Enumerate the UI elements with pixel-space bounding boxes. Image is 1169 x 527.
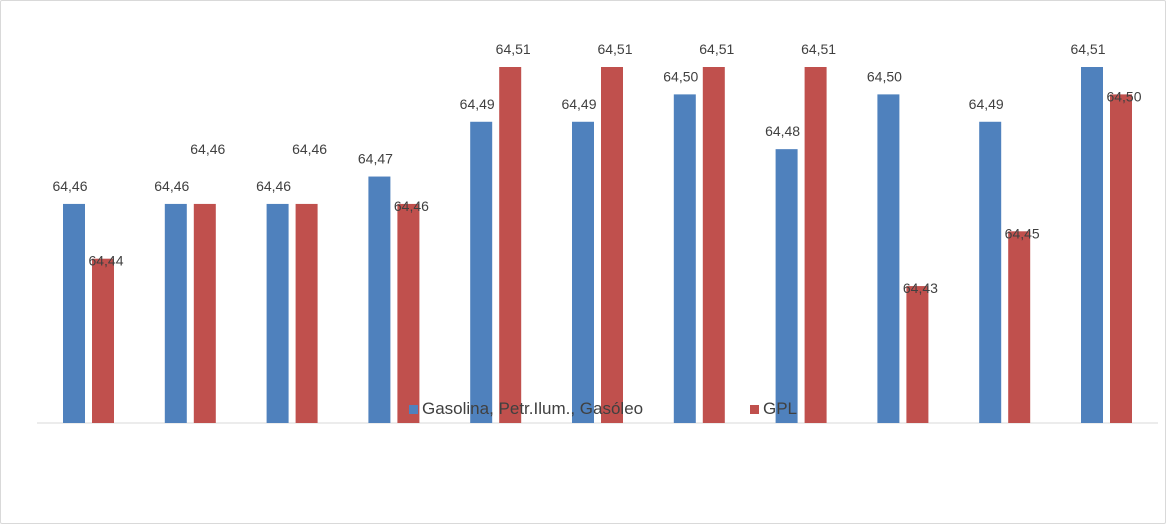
data-label-gpl: 64,45 (1005, 225, 1040, 241)
data-label-gasolina: 64,46 (256, 178, 291, 194)
data-label-gpl: 64,51 (801, 41, 836, 57)
data-label-gasolina: 64,49 (561, 96, 596, 112)
bar-gasolina (63, 203, 85, 423)
bar-gasolina (775, 149, 798, 423)
data-label-gasolina: 64,50 (663, 68, 698, 84)
data-label-gasolina: 64,51 (1070, 41, 1105, 57)
bar-gpl (702, 67, 725, 423)
data-label-gasolina: 64,50 (867, 68, 902, 84)
data-label-gpl: 64,51 (597, 41, 632, 57)
legend: Gasolina, Petr.Ilum., Gasóleo GPL (409, 399, 797, 418)
data-label-gasolina: 64,47 (358, 151, 393, 167)
legend-swatch-gpl (750, 405, 759, 414)
data-label-gpl: 64,43 (903, 280, 938, 296)
bar-gpl (295, 203, 318, 423)
bar-gasolina (877, 94, 900, 423)
bar-gpl (906, 286, 929, 423)
bar-gasolina (1081, 67, 1103, 423)
data-label-gasolina: 64,46 (52, 178, 87, 194)
bars-layer (63, 67, 1132, 424)
bar-gpl (804, 67, 827, 423)
bar-gpl (1008, 231, 1031, 423)
data-labels-layer: 64,46 64,44 64,46 64,46 64,46 64,46 64,47 64,46… (52, 41, 1141, 296)
data-label-gasolina: 64,48 (765, 123, 800, 139)
bar-gasolina (979, 121, 1002, 424)
bar-gpl (193, 203, 216, 423)
data-label-gasolina: 64,46 (154, 178, 189, 194)
data-label-gasolina: 64,49 (460, 96, 495, 112)
data-label-gasolina: 64,49 (969, 96, 1004, 112)
data-label-gpl: 64,51 (496, 41, 531, 57)
data-label-gpl: 64,44 (88, 253, 123, 269)
data-label-gpl: 64,46 (292, 141, 327, 157)
bar-gpl (1110, 94, 1132, 423)
legend-swatch-gasolina (409, 405, 418, 414)
bar-gasolina (572, 121, 594, 424)
bar-gpl (499, 67, 522, 423)
bar-gpl (397, 203, 420, 423)
bar-gasolina (470, 121, 493, 424)
bar-gasolina (368, 176, 391, 423)
bar-gasolina (673, 94, 696, 423)
legend-label-gasolina: Gasolina, Petr.Ilum., Gasóleo (422, 399, 643, 418)
data-label-gpl: 64,50 (1106, 88, 1141, 104)
bar-gpl (92, 258, 114, 423)
data-label-gpl: 64,51 (699, 41, 734, 57)
bar-gpl (601, 67, 623, 423)
data-label-gpl: 64,46 (190, 141, 225, 157)
data-label-gpl: 64,46 (394, 198, 429, 214)
bar-gasolina (164, 203, 187, 423)
legend-label-gpl: GPL (763, 399, 797, 418)
bar-gasolina (266, 203, 289, 423)
